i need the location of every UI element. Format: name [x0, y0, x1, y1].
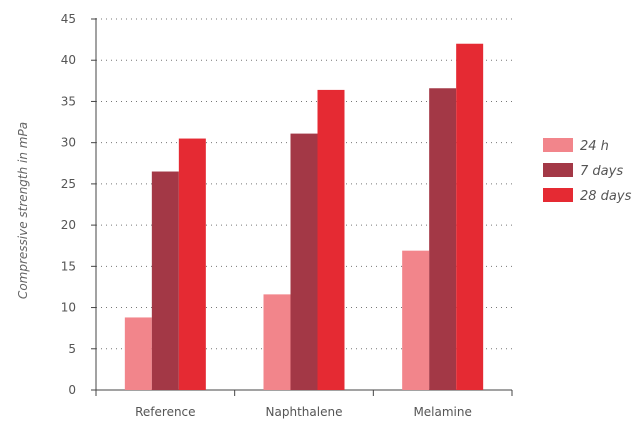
y-tick-label: 30 — [61, 136, 76, 150]
y-axis-label: Compressive strength in mPa — [16, 122, 30, 299]
bar — [456, 43, 484, 390]
bar — [317, 89, 345, 390]
bar — [124, 317, 152, 390]
y-tick-label: 40 — [61, 53, 76, 67]
x-axis-ticks: Reference Naphthalene Melamine — [95, 390, 513, 419]
x-tick-label: Naphthalene — [266, 405, 343, 419]
bar — [402, 250, 430, 390]
y-tick-label: 10 — [61, 301, 76, 315]
bars — [124, 43, 484, 391]
legend-label: 7 days — [580, 164, 623, 179]
legend-swatch — [543, 188, 573, 202]
x-tick-label: Melamine — [413, 405, 471, 419]
bar — [290, 133, 318, 390]
legend-swatch — [543, 138, 573, 152]
y-tick-label: 0 — [68, 383, 76, 397]
legend-label: 24 h — [580, 139, 609, 154]
legend-swatch — [543, 163, 573, 177]
y-tick-label: 15 — [61, 259, 76, 273]
bar — [263, 294, 291, 390]
y-tick-label: 45 — [61, 12, 76, 26]
y-tick-label: 25 — [61, 177, 76, 191]
legend: 24 h 7 days 28 days — [543, 138, 632, 204]
bar — [151, 171, 179, 390]
y-tick-label: 20 — [61, 218, 76, 232]
y-tick-label: 35 — [61, 94, 76, 108]
bar — [178, 138, 206, 390]
y-tick-label: 5 — [68, 342, 76, 356]
y-axis-ticks: 0 5 10 15 20 25 30 35 40 45 — [61, 12, 96, 397]
x-tick-label: Reference — [135, 405, 195, 419]
legend-label: 28 days — [580, 189, 632, 204]
bar — [429, 88, 457, 391]
